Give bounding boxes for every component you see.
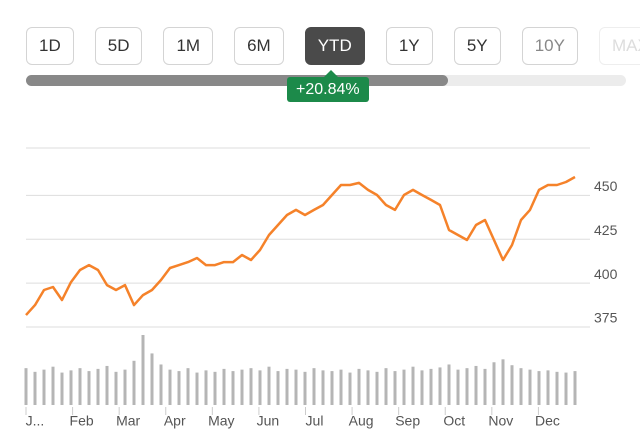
volume-bar (456, 369, 460, 405)
range-button[interactable]: 1M (163, 27, 214, 65)
volume-bar (60, 372, 64, 405)
x-tick-label: Jul (306, 413, 324, 429)
volume-bar (366, 370, 370, 405)
scroll-thumb[interactable] (26, 75, 448, 86)
volume-bar (402, 369, 406, 405)
volume-bar (411, 366, 415, 405)
volume-bar (474, 365, 478, 405)
volume-bar (528, 369, 532, 405)
volume-bar (195, 372, 199, 405)
range-button[interactable]: 1Y (385, 27, 433, 65)
volume-bar (330, 371, 334, 405)
volume-bar (312, 368, 316, 405)
volume-bar (465, 368, 469, 405)
volume-bar (114, 371, 118, 405)
range-selector: 1D 5D 1M 6M YTD 1Y 5Y 10Y MAX (26, 27, 640, 65)
volume-bar (555, 371, 559, 405)
y-tick-label: 400 (594, 266, 618, 282)
volume-bar (321, 370, 325, 405)
volume-bar (573, 371, 577, 405)
volume-bar (510, 365, 514, 405)
volume-bar (159, 364, 163, 405)
x-tick-label: Mar (116, 413, 140, 429)
volume-bar (276, 371, 280, 405)
volume-bar (24, 368, 28, 405)
volume-bar (240, 369, 244, 405)
volume-bar (78, 368, 82, 405)
price-line (25, 175, 576, 316)
x-tick-label: Feb (70, 413, 94, 429)
volume-bar (429, 368, 433, 405)
x-tick-label: J... (26, 413, 45, 429)
x-tick-label: Apr (164, 413, 186, 429)
volume-bar (150, 353, 154, 405)
range-button[interactable]: 5Y (453, 27, 501, 65)
x-tick-label: Aug (349, 413, 374, 429)
y-tick-label: 375 (594, 310, 618, 326)
y-tick-label: 450 (594, 178, 618, 194)
volume-bar (177, 371, 181, 405)
x-tick-label: Oct (443, 413, 465, 429)
volume-bar (285, 368, 289, 405)
volume-bar (267, 366, 271, 405)
change-badge: +20.84% (287, 70, 369, 102)
volume-bar (546, 370, 550, 405)
volume-bar (33, 371, 37, 405)
volume-bar (492, 362, 496, 405)
volume-bar (105, 365, 109, 405)
volume-bar (357, 368, 361, 405)
volume-bar (249, 368, 253, 405)
volume-bar (213, 371, 217, 405)
volume-bar (393, 371, 397, 405)
volume-bar (303, 371, 307, 405)
volume-bar (420, 370, 424, 405)
volume-bar (231, 371, 235, 405)
volume-bar (204, 370, 208, 405)
volume-bar (123, 369, 127, 405)
range-button[interactable]: 6M (234, 27, 284, 65)
volume-bar (384, 368, 388, 405)
x-tick-label: Sep (395, 413, 420, 429)
volume-bar (294, 369, 298, 405)
x-tick-label: Nov (488, 413, 513, 429)
volume-bar (438, 367, 442, 405)
volume-bar (186, 368, 190, 405)
volume-bar (96, 368, 100, 405)
volume-bar (258, 370, 262, 405)
volume-bar (69, 370, 73, 405)
range-button[interactable]: 5D (94, 27, 143, 65)
volume-bar (132, 360, 136, 405)
range-button[interactable]: MAX (598, 27, 640, 65)
volume-bar (222, 368, 226, 405)
x-tick-label: Dec (535, 413, 560, 429)
volume-bar (483, 368, 487, 405)
volume-bar (42, 369, 46, 405)
volume-bar (87, 371, 91, 405)
volume-bar (168, 369, 172, 405)
volume-bar (348, 372, 352, 405)
volume-bar (51, 366, 55, 405)
volume-bar (519, 368, 523, 405)
x-tick-label: Jun (257, 413, 280, 429)
x-tick-label: May (208, 413, 234, 429)
volume-bar (375, 371, 379, 405)
range-button[interactable]: 1D (26, 27, 74, 65)
volume-bar (537, 371, 541, 405)
volume-bar (564, 372, 568, 405)
volume-bar (141, 335, 145, 405)
y-tick-label: 425 (594, 222, 618, 238)
volume-bar (501, 359, 505, 405)
range-button[interactable]: YTD (304, 27, 365, 65)
volume-bar (447, 364, 451, 405)
volume-bar (339, 369, 343, 405)
range-button[interactable]: 10Y (521, 27, 578, 65)
